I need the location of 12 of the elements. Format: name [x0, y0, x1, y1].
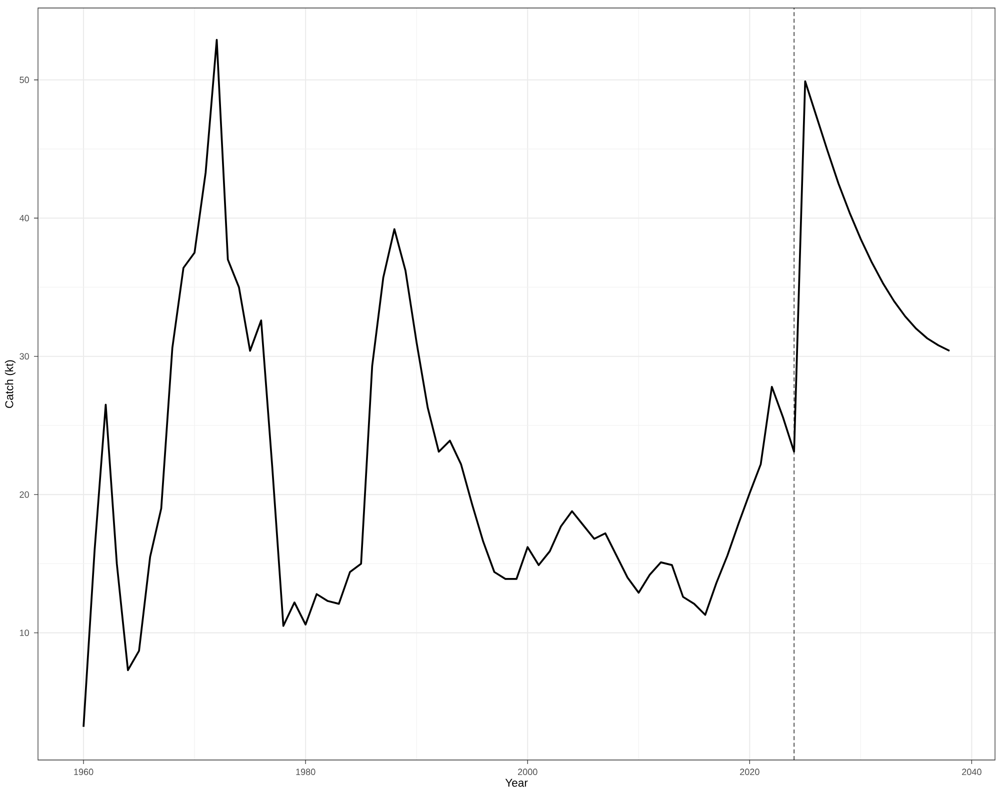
y-tick-label: 30 — [20, 353, 29, 360]
x-tick-label: 2000 — [518, 768, 538, 776]
y-tick-label: 50 — [20, 76, 29, 84]
x-tick-label: 1960 — [74, 768, 94, 776]
y-tick-label: 40 — [19, 214, 29, 222]
x-axis-title: Year — [505, 778, 528, 787]
x-tick-label: 2040 — [962, 768, 982, 776]
y-tick-label: 20 — [20, 491, 29, 498]
x-tick-label: 2020 — [740, 768, 760, 776]
y-axis-title: Catch (kt) — [4, 360, 16, 408]
y-tick-label: 10 — [20, 630, 29, 636]
x-tick-label: 1980 — [296, 768, 316, 776]
